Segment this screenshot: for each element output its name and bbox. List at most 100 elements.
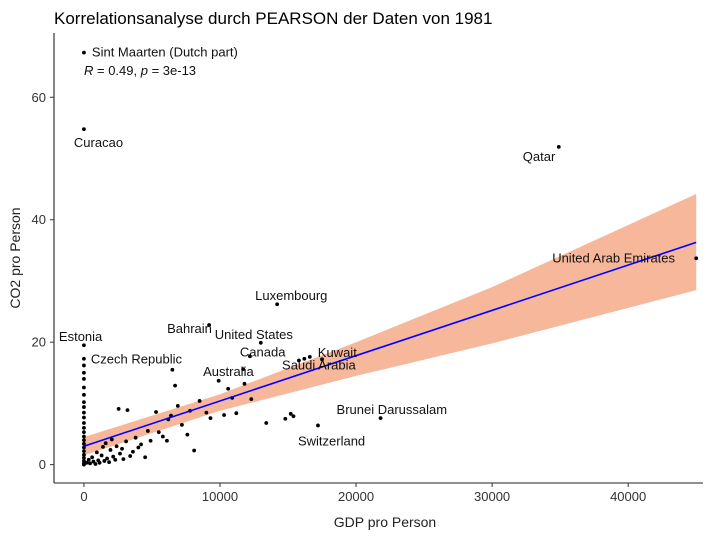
- data-point: [173, 383, 177, 388]
- labeled-data-point: [378, 416, 383, 421]
- x-tick-label: 40000: [610, 489, 646, 504]
- data-point: [124, 439, 129, 444]
- y-tick-label: 0: [39, 457, 46, 472]
- data-point: [107, 460, 112, 465]
- data-point: [297, 358, 301, 363]
- data-point: [82, 462, 86, 467]
- data-point: [185, 432, 190, 437]
- labeled-data-point: [320, 357, 324, 362]
- data-point: [101, 444, 105, 449]
- data-point: [82, 441, 86, 446]
- data-point: [114, 444, 119, 449]
- point-label: Luxembourg: [255, 288, 327, 303]
- data-point: [82, 455, 86, 460]
- data-point: [108, 448, 113, 452]
- data-point: [131, 449, 135, 454]
- data-point: [208, 416, 213, 421]
- x-tick-label: 10000: [202, 489, 238, 504]
- data-point: [291, 414, 296, 419]
- data-point: [82, 392, 86, 397]
- data-point: [302, 356, 307, 361]
- point-label: Bahrain: [167, 321, 212, 336]
- data-point: [111, 454, 116, 459]
- labeled-data-point: [207, 323, 212, 327]
- plot-panel: Sint Maarten (Dutch part) Curacao Qatar Uni…: [59, 45, 699, 467]
- data-point: [136, 445, 141, 450]
- point-label: Brunei Darussalam: [337, 402, 448, 417]
- data-point: [82, 425, 86, 430]
- data-point: [242, 381, 247, 386]
- labeled-data-point: [248, 354, 252, 359]
- data-point: [82, 449, 86, 454]
- labeled-data-point: [275, 302, 280, 307]
- x-tick-label: 30000: [474, 489, 510, 504]
- data-point: [82, 377, 86, 381]
- data-point: [192, 448, 197, 453]
- data-point: [105, 456, 109, 461]
- data-point: [86, 457, 91, 462]
- data-point: [82, 385, 86, 390]
- data-point: [84, 460, 89, 465]
- data-point: [113, 457, 118, 462]
- data-point: [226, 386, 231, 391]
- points-layer: [82, 50, 699, 467]
- data-point: [175, 403, 180, 408]
- correlation-annotation: R = 0.49, p = 3e-13: [84, 63, 196, 78]
- data-point: [93, 462, 98, 466]
- data-point: [143, 455, 148, 460]
- point-label: Saudi Arabia: [282, 357, 356, 372]
- data-point: [264, 421, 269, 425]
- point-label: United Arab Emirates: [552, 250, 675, 265]
- data-point: [82, 400, 86, 405]
- data-point: [133, 435, 138, 440]
- confidence-ribbon: [83, 194, 697, 456]
- labeled-data-point: [241, 367, 246, 372]
- data-point: [139, 442, 143, 447]
- regression-line: [83, 241, 697, 448]
- data-point: [160, 434, 165, 439]
- y-tick-label: 60: [32, 90, 46, 105]
- axes: 0 10000 20000 30000 40000 0 20 40 60: [32, 33, 703, 504]
- data-point: [82, 438, 86, 443]
- point-label: Canada: [240, 344, 286, 359]
- point-label: United States: [215, 327, 294, 342]
- point-label: Australia: [203, 364, 254, 379]
- data-point: [204, 410, 209, 415]
- data-point: [156, 430, 161, 435]
- labeled-data-point: [556, 144, 561, 149]
- data-point: [97, 460, 102, 465]
- labeled-data-point: [82, 50, 86, 55]
- data-point: [116, 407, 121, 411]
- labeled-data-point: [694, 256, 699, 261]
- data-point: [165, 438, 169, 443]
- point-label: Qatar: [523, 149, 556, 164]
- x-tick-label: 0: [80, 489, 87, 504]
- labeled-data-point: [82, 127, 86, 132]
- y-axis-title: CO2 pro Person: [7, 207, 23, 308]
- y-ticks: 0 20 40 60: [32, 90, 54, 472]
- data-point: [216, 378, 221, 383]
- data-point: [82, 410, 86, 415]
- labeled-data-point: [316, 423, 320, 428]
- data-point: [154, 410, 158, 414]
- data-point: [82, 405, 86, 409]
- data-point: [82, 415, 86, 420]
- data-point: [249, 397, 254, 402]
- point-label: Sint Maarten (Dutch part): [92, 45, 238, 60]
- point-label: Curacao: [74, 135, 123, 150]
- x-ticks: 0 10000 20000 30000 40000: [80, 483, 646, 504]
- data-point: [102, 459, 107, 463]
- point-labels-layer: Sint Maarten (Dutch part) Curacao Qatar Uni…: [59, 45, 676, 449]
- x-tick-label: 20000: [338, 489, 374, 504]
- data-point: [99, 453, 104, 458]
- data-point: [88, 461, 92, 466]
- data-point: [128, 454, 133, 458]
- data-point: [170, 367, 175, 372]
- data-point: [283, 416, 288, 421]
- data-point: [118, 451, 122, 456]
- point-label: Kuwait: [318, 345, 357, 360]
- data-point: [82, 452, 86, 457]
- data-point: [234, 411, 239, 416]
- data-point: [90, 455, 94, 460]
